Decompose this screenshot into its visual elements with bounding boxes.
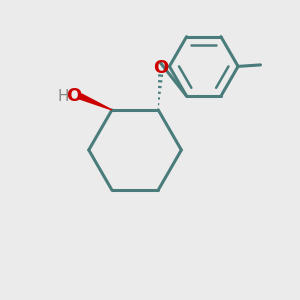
Text: O: O: [66, 87, 81, 105]
Text: H: H: [58, 89, 69, 104]
Polygon shape: [80, 94, 112, 110]
Text: O: O: [153, 59, 168, 77]
